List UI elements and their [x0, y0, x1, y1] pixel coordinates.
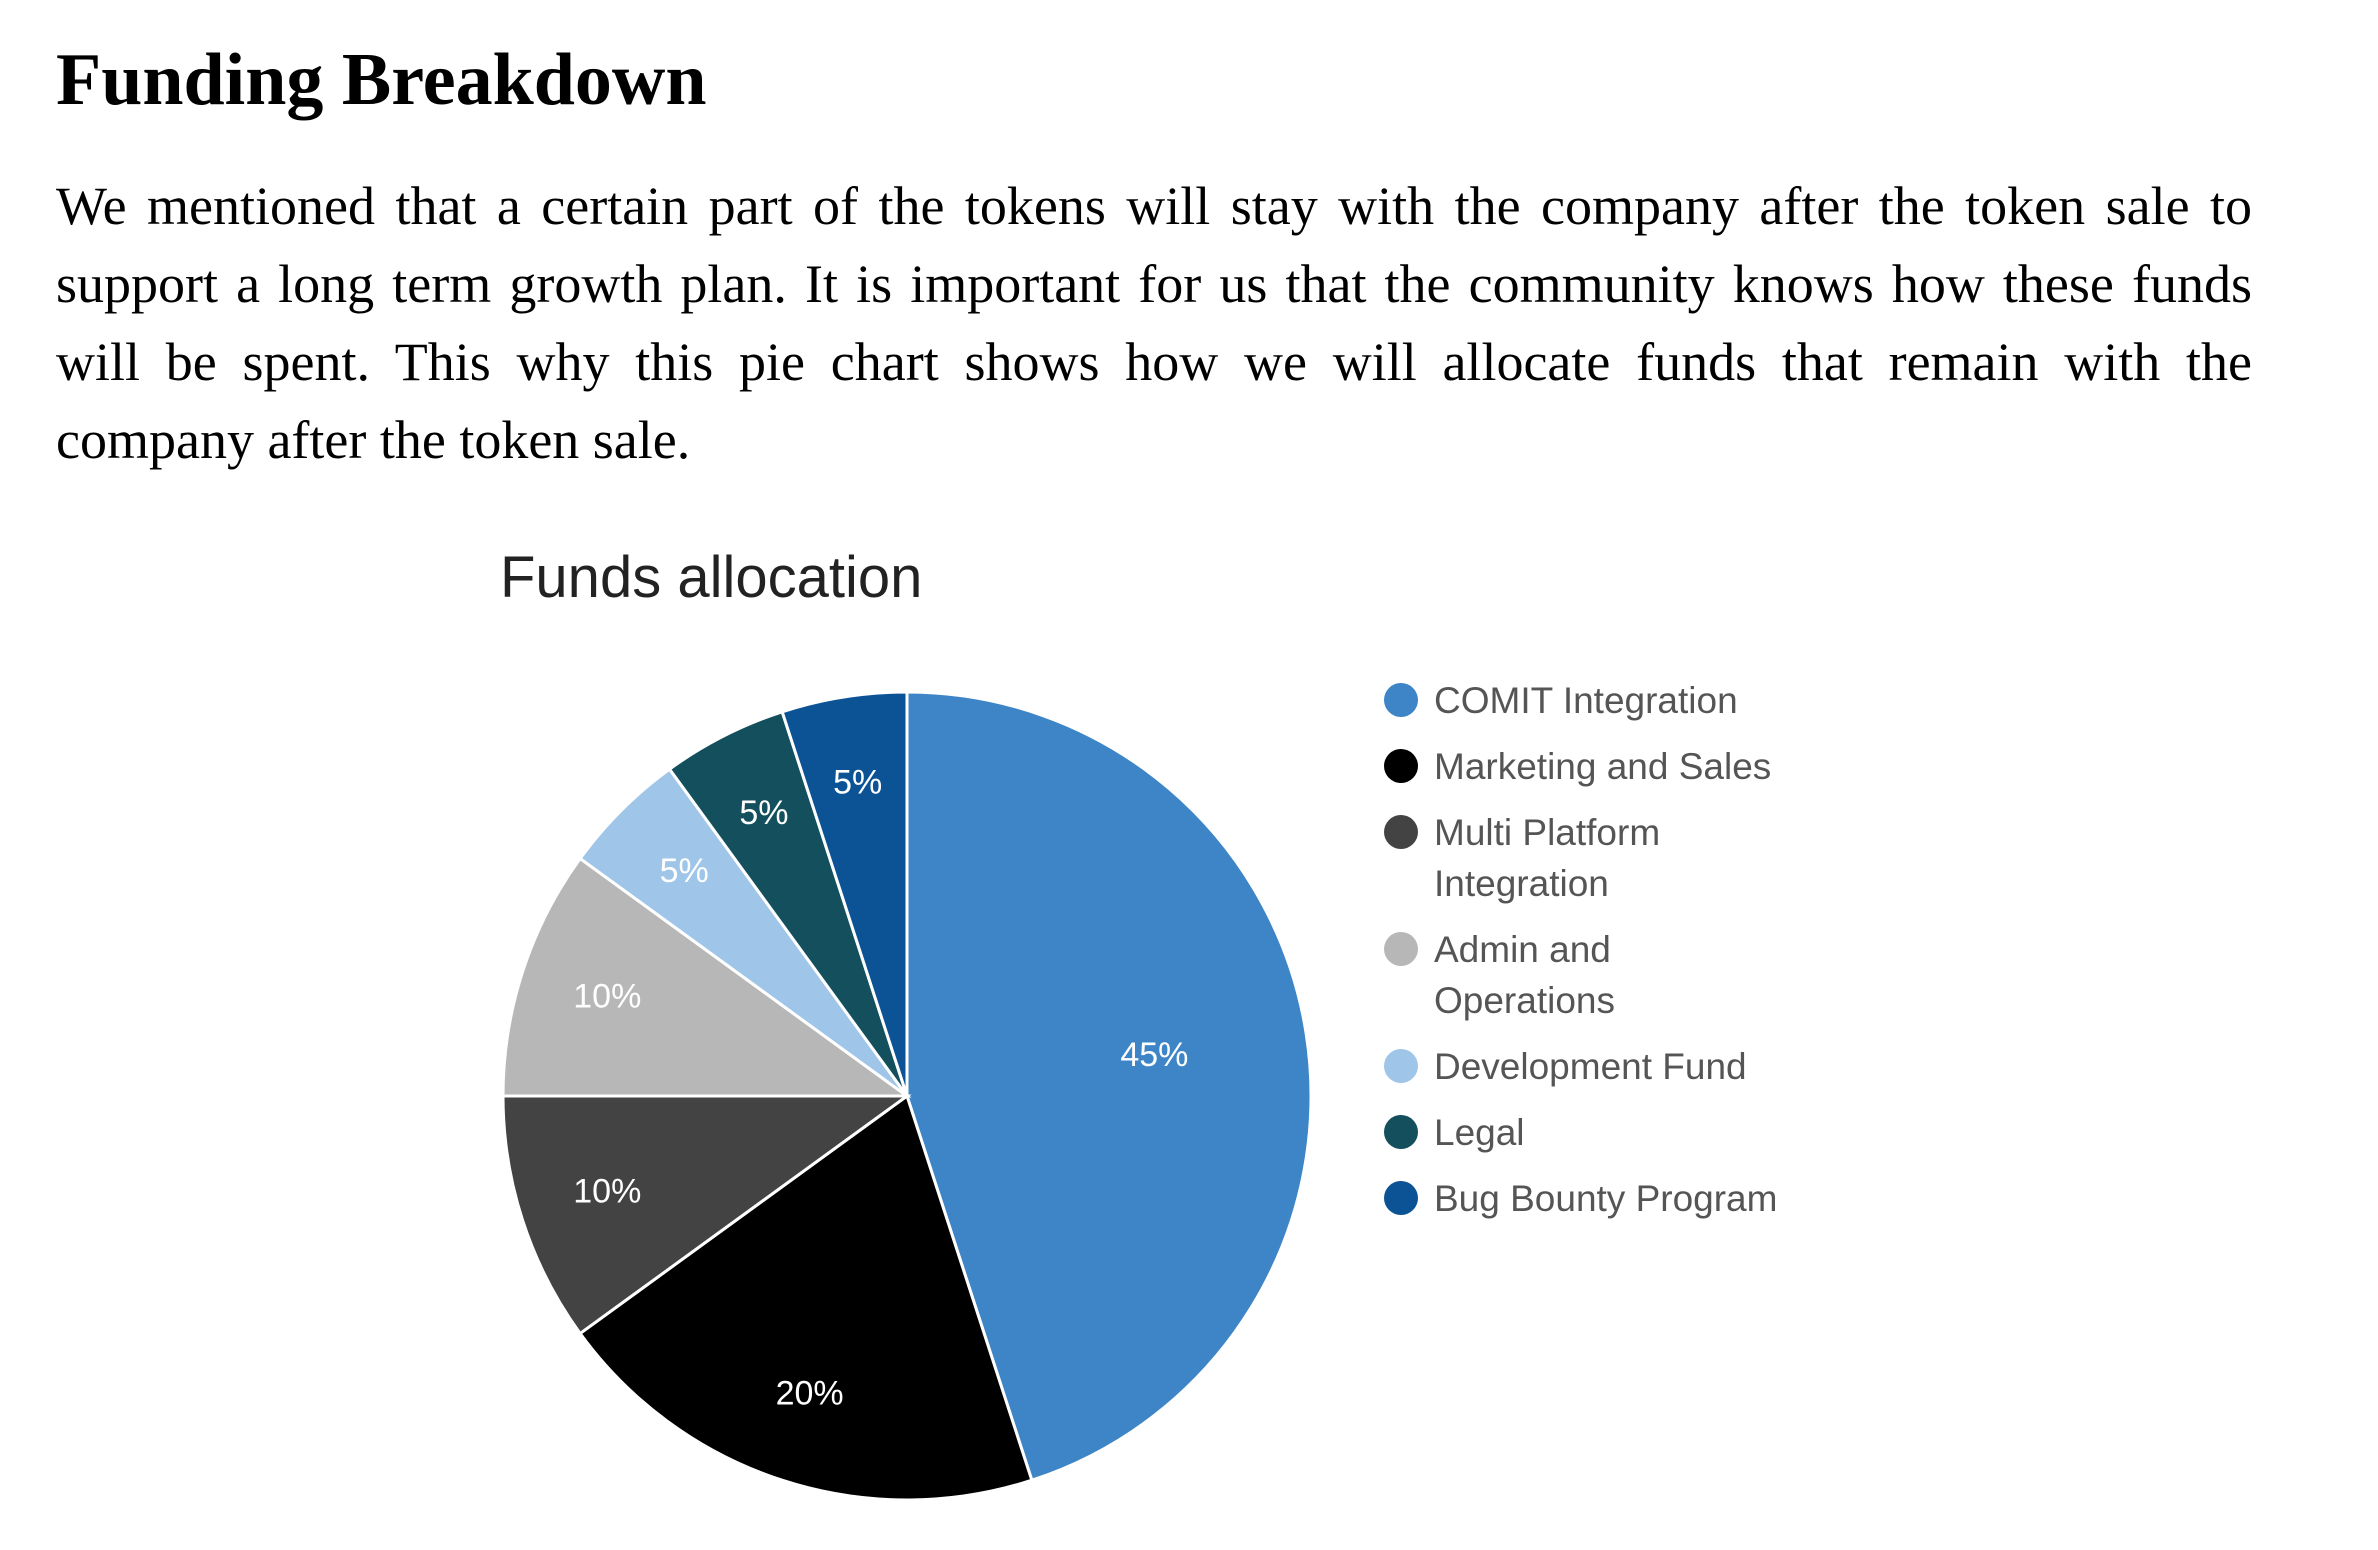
- legend-swatch: [1384, 932, 1418, 966]
- legend-swatch: [1384, 1049, 1418, 1083]
- legend-item-comit-integration: COMIT Integration: [1384, 680, 1738, 721]
- pie-slice-multi-platform-integration: [501, 1094, 912, 1336]
- slice-label-comit-integration: 45%: [1120, 1036, 1188, 1074]
- legend-label: Multi Platform Integration: [1434, 812, 1660, 904]
- legend-swatch: [1384, 683, 1418, 717]
- pie-slice-bug-bounty-program: [780, 690, 909, 1097]
- chart-legend: COMIT Integration Marketing and Sales Mult…: [1384, 680, 1777, 1219]
- slice-label-development-fund: 5%: [660, 852, 709, 890]
- legend-swatch: [1384, 749, 1418, 783]
- legend-swatch: [1384, 1115, 1418, 1149]
- chart-title: Funds allocation: [500, 545, 922, 610]
- legend-swatch: [1384, 1181, 1418, 1215]
- legend-item-marketing-and-sales: Marketing and Sales: [1384, 746, 1771, 787]
- legend-label: Development Fund: [1434, 1046, 1747, 1087]
- pie-slices: [501, 690, 1313, 1502]
- section-heading: Funding Breakdown: [56, 39, 707, 121]
- legend-swatch: [1384, 815, 1418, 849]
- slice-label-admin-and-operations: 10%: [573, 978, 641, 1016]
- legend-item-bug-bounty-program: Bug Bounty Program: [1384, 1178, 1777, 1219]
- legend-item-legal: Legal: [1384, 1112, 1525, 1153]
- pie-slice-marketing-and-sales: [578, 1093, 1034, 1502]
- slice-label-bug-bounty-program: 5%: [833, 764, 882, 802]
- legend-label: Admin and Operations: [1434, 929, 1615, 1021]
- intro-paragraph: We mentioned that a certain part of the …: [56, 176, 2252, 470]
- slice-label-legal: 5%: [739, 794, 788, 832]
- slice-label-marketing-and-sales: 20%: [776, 1375, 844, 1413]
- pie-slice-comit-integration: [905, 690, 1313, 1483]
- slice-label-multi-platform-integration: 10%: [573, 1172, 641, 1210]
- pie-slice-labels: 45% 20% 10% 10% 5% 5% 5%: [573, 764, 1188, 1413]
- legend-item-admin-and-operations: Admin and Operations: [1384, 929, 1615, 1021]
- legend-item-multi-platform-integration: Multi Platform Integration: [1384, 812, 1660, 904]
- legend-item-development-fund: Development Fund: [1384, 1046, 1747, 1087]
- legend-label: Legal: [1434, 1112, 1525, 1153]
- legend-label: Bug Bounty Program: [1434, 1178, 1777, 1219]
- legend-label: Marketing and Sales: [1434, 746, 1771, 787]
- pie-slice-admin-and-operations: [501, 856, 912, 1098]
- legend-label: COMIT Integration: [1434, 680, 1738, 721]
